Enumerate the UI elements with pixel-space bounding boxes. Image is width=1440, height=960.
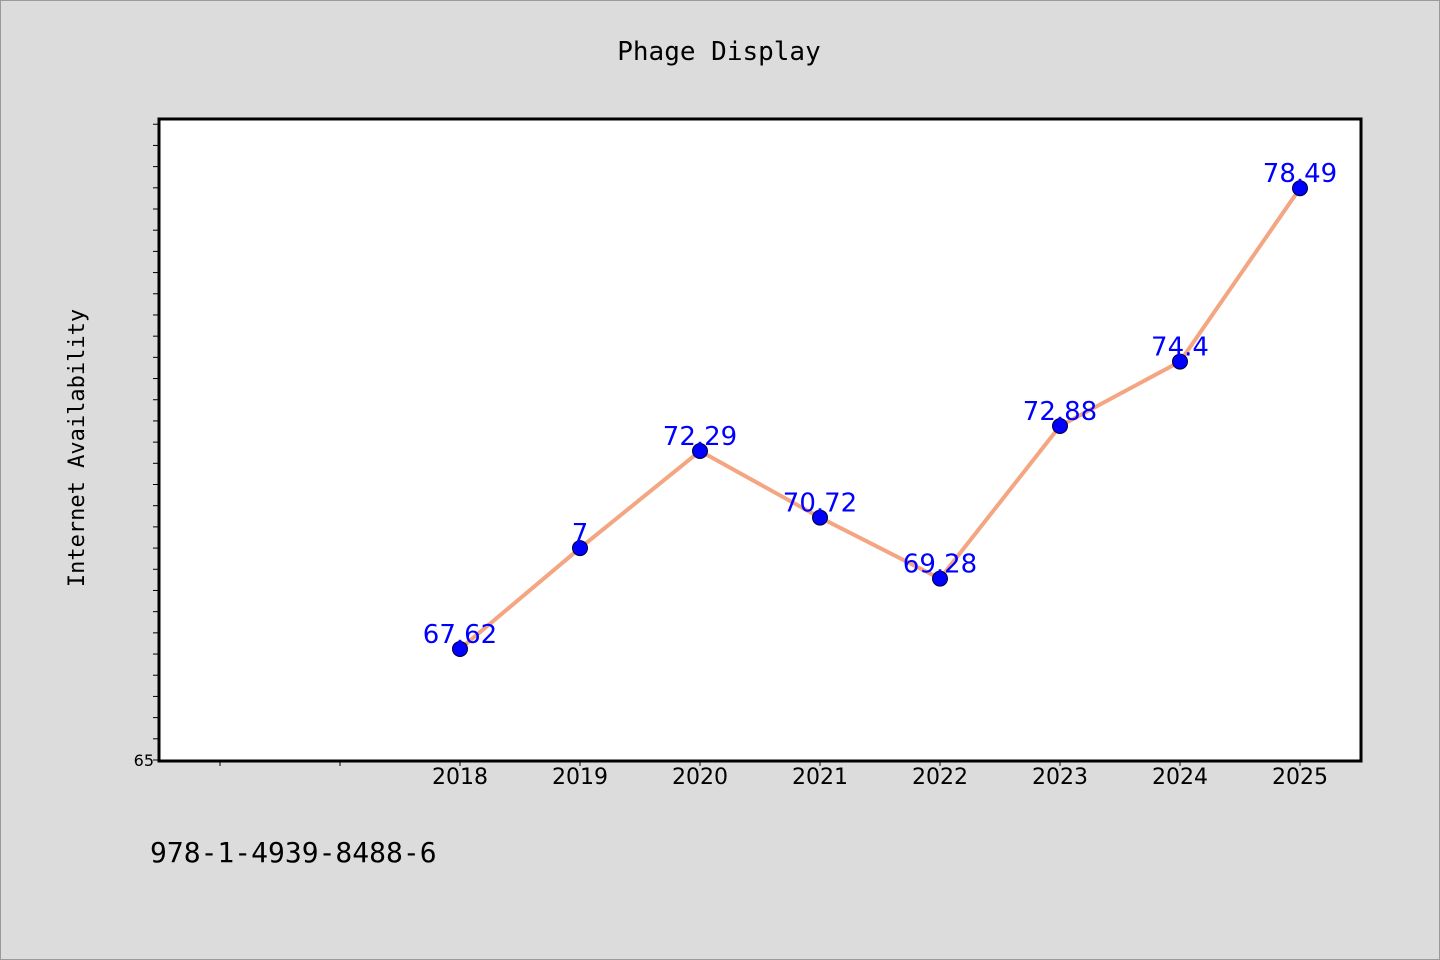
y-axis-label: Internet Availability: [65, 309, 90, 587]
x-tick-label: 2023: [1032, 765, 1088, 790]
x-tick-label: 2018: [432, 765, 488, 790]
data-label: 74.4: [1151, 333, 1209, 363]
y-axis: 65: [134, 123, 160, 770]
plot-area: [157, 117, 1363, 763]
data-point: [452, 640, 468, 657]
x-tick-label: 2024: [1152, 765, 1208, 790]
data-labels: 67.62 7 72.29 70.72 69.28 72.88 74.4 78.49: [423, 159, 1337, 650]
data-point: [1292, 180, 1308, 197]
data-label: 69.28: [903, 550, 977, 580]
y-tick-label: 65: [134, 751, 154, 770]
data-point: [1172, 353, 1188, 370]
x-tick-label: 2020: [672, 765, 728, 790]
data-label: 70.72: [783, 489, 857, 519]
data-label: 7: [572, 519, 589, 549]
data-point: [692, 443, 708, 460]
series-line: [458, 187, 1302, 651]
chart-title: Phage Display: [617, 37, 821, 67]
markers: [452, 180, 1308, 657]
isbn-text: 978-1-4939-8488-6: [150, 836, 437, 869]
x-axis: 2018 2019 2020 2021 2022 2023 2024 2025: [219, 760, 1328, 790]
data-point: [812, 509, 828, 526]
x-tick-label: 2022: [912, 765, 968, 790]
x-tick-label: 2021: [792, 765, 848, 790]
data-label: 72.88: [1023, 397, 1097, 427]
series-1: [458, 187, 1302, 651]
data-point: [932, 570, 948, 587]
data-label: 67.62: [423, 620, 497, 650]
data-point: [572, 540, 588, 557]
x-tick-label: 2025: [1272, 765, 1328, 790]
x-tick-label: 2019: [552, 765, 608, 790]
data-label: 78.49: [1263, 159, 1337, 189]
data-point: [1052, 418, 1068, 435]
data-label: 72.29: [663, 422, 737, 452]
